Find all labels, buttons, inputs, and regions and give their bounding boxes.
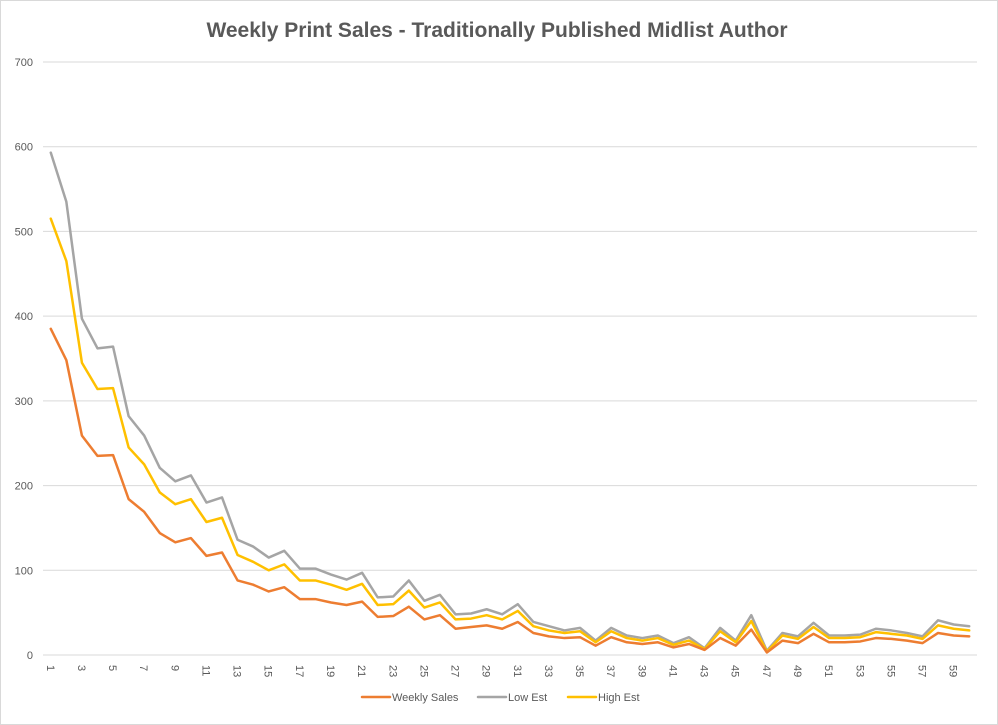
legend-label: Low Est — [508, 692, 547, 704]
x-tick-label: 59 — [947, 665, 959, 677]
series-line-low-est — [49, 151, 971, 653]
series-line-high-est — [49, 217, 971, 653]
y-tick-label: 100 — [15, 565, 33, 577]
y-tick-label: 400 — [15, 311, 33, 323]
x-axis-ticks: 1 3 5 7 9 11 13 15 17 19 21 23 25 27 29 31 33 35 37 39 41 43 4… — [44, 665, 959, 677]
x-tick-label: 5 — [106, 665, 118, 671]
y-axis-ticks: 0 100 200 300 400 500 600 700 — [15, 57, 33, 662]
y-tick-label: 300 — [15, 396, 33, 408]
y-tick-label: 700 — [15, 57, 33, 69]
x-tick-label: 11 — [199, 665, 211, 676]
series-line-weekly-sales — [49, 327, 971, 654]
x-tick-label: 21 — [355, 665, 367, 677]
x-tick-label: 7 — [137, 665, 149, 671]
y-tick-label: 600 — [15, 142, 33, 154]
legend-label: Weekly Sales — [392, 692, 459, 704]
x-tick-label: 29 — [480, 665, 492, 677]
x-tick-label: 43 — [698, 665, 710, 677]
x-tick-label: 35 — [573, 665, 585, 677]
gridlines — [43, 61, 977, 656]
y-tick-label: 500 — [15, 226, 33, 238]
x-tick-label: 33 — [542, 665, 554, 677]
x-tick-label: 41 — [666, 665, 678, 677]
x-tick-label: 45 — [729, 665, 741, 677]
series-lines — [49, 151, 971, 654]
x-tick-label: 55 — [884, 665, 896, 677]
x-tick-label: 37 — [604, 665, 616, 677]
chart-title: Weekly Print Sales - Traditionally Publi… — [206, 19, 787, 42]
x-tick-label: 53 — [853, 665, 865, 677]
legend: Weekly Sales Low Est High Est — [360, 692, 640, 704]
x-tick-label: 3 — [75, 665, 87, 671]
x-tick-label: 17 — [293, 665, 305, 677]
x-tick-label: 15 — [262, 665, 274, 677]
x-tick-label: 13 — [231, 665, 243, 677]
x-tick-label: 57 — [916, 665, 928, 677]
x-tick-label: 27 — [449, 665, 461, 677]
x-tick-label: 23 — [386, 665, 398, 677]
y-tick-label: 0 — [27, 650, 33, 662]
x-tick-label: 9 — [168, 665, 180, 671]
x-tick-label: 47 — [760, 665, 772, 677]
x-tick-label: 1 — [44, 665, 56, 671]
x-tick-label: 39 — [635, 665, 647, 677]
y-tick-label: 200 — [15, 481, 33, 493]
x-tick-label: 31 — [511, 665, 523, 677]
x-tick-label: 25 — [417, 665, 429, 677]
legend-label: High Est — [598, 692, 640, 704]
x-tick-label: 19 — [324, 665, 336, 677]
x-tick-label: 51 — [822, 665, 834, 677]
x-tick-label: 49 — [791, 665, 803, 677]
